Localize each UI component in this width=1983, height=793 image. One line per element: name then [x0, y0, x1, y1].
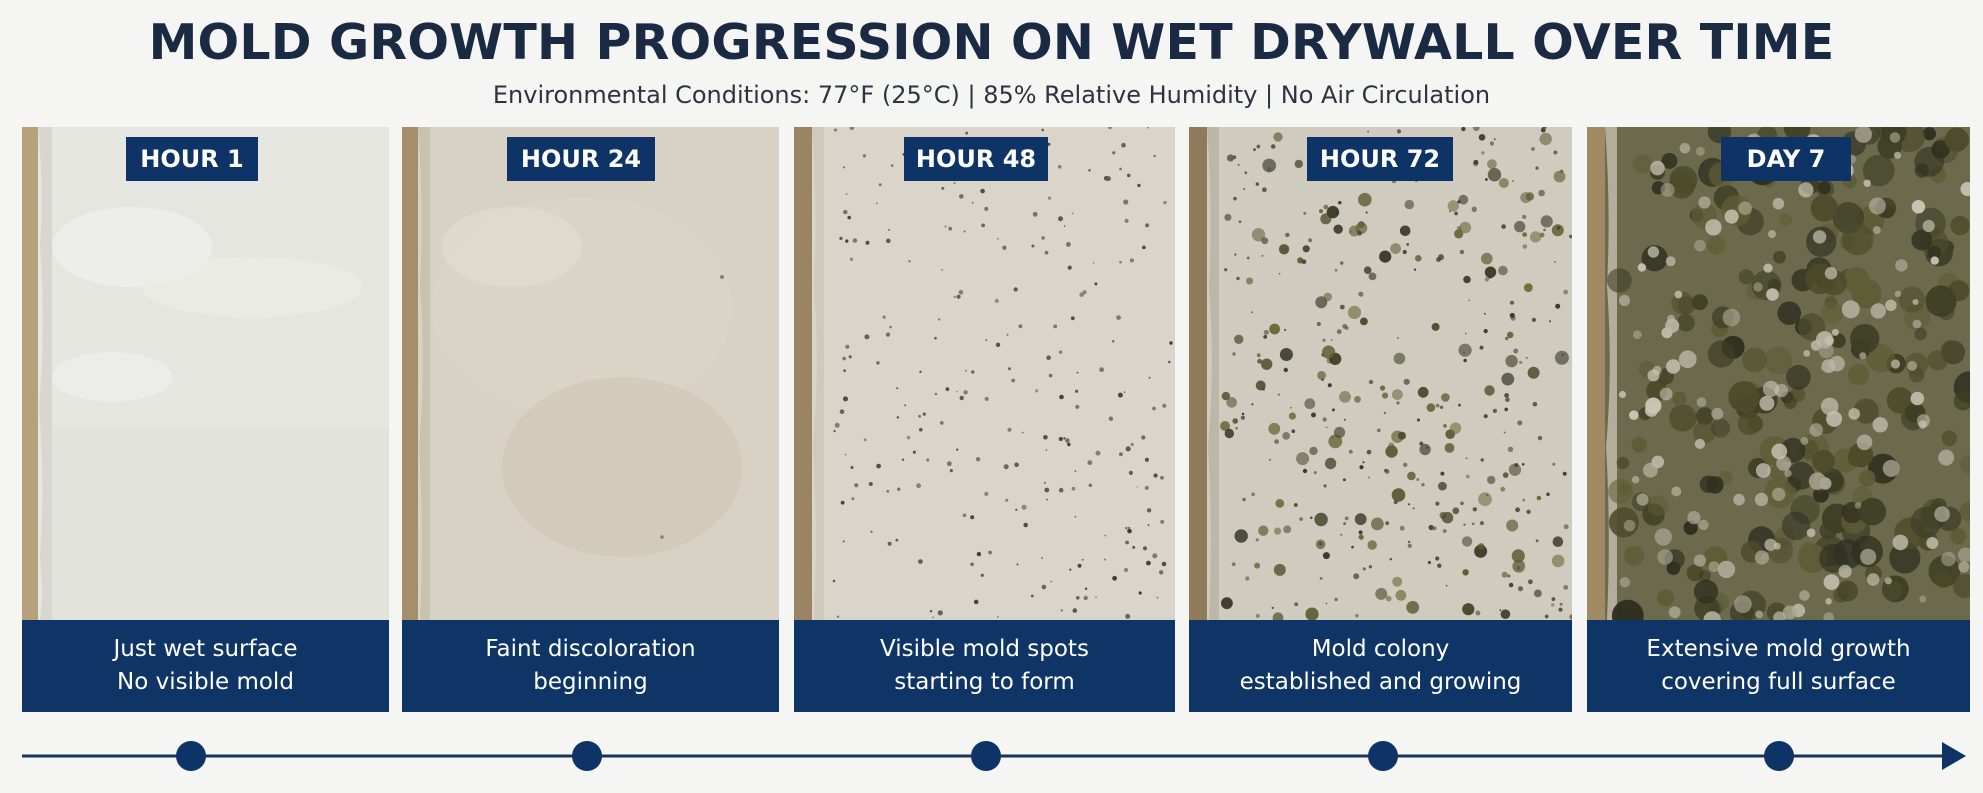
- timeline-marker-hour-72: [1368, 741, 1398, 771]
- caption-line-1: Just wet surface: [113, 636, 298, 662]
- caption-line-2: starting to form: [894, 669, 1075, 695]
- caption-line-2: beginning: [533, 669, 648, 695]
- time-badge: HOUR 72: [1307, 137, 1453, 181]
- page-title: MOLD GROWTH PROGRESSION ON WET DRYWALL O…: [148, 14, 1835, 71]
- caption: Extensive mold growth covering full surf…: [1587, 620, 1970, 712]
- drywall-photo-hour-24: [402, 127, 779, 620]
- drywall-photo-hour-72: [1189, 127, 1572, 620]
- drywall-photo-day-7: [1587, 127, 1970, 620]
- panel-hour-1: HOUR 1 Just wet surface No visible mold: [22, 127, 389, 712]
- time-badge: DAY 7: [1721, 137, 1851, 181]
- timeline-arrowhead: [1942, 742, 1966, 770]
- caption-line-1: Faint discoloration: [485, 636, 696, 662]
- drywall-photo-hour-1: [22, 127, 389, 620]
- drywall-photo-hour-48: [794, 127, 1175, 620]
- timeline: [0, 736, 1983, 776]
- caption: Visible mold spots starting to form: [794, 620, 1175, 712]
- caption-line-2: established and growing: [1239, 669, 1522, 695]
- caption-line-2: covering full surface: [1661, 669, 1896, 695]
- caption-line-2: No visible mold: [117, 669, 294, 695]
- page-subtitle: Environmental Conditions: 77°F (25°C) | …: [492, 81, 1491, 109]
- panel-hour-72: HOUR 72 Mold colony established and grow…: [1189, 127, 1572, 712]
- caption-line-1: Extensive mold growth: [1646, 636, 1911, 662]
- caption: Just wet surface No visible mold: [22, 620, 389, 712]
- timeline-marker-hour-24: [572, 741, 602, 771]
- time-badge: HOUR 1: [126, 137, 258, 181]
- timeline-marker-hour-48: [971, 741, 1001, 771]
- caption-line-1: Visible mold spots: [880, 636, 1089, 662]
- panel-hour-24: HOUR 24 Faint discoloration beginning: [402, 127, 779, 712]
- time-badge: HOUR 48: [904, 137, 1048, 181]
- caption: Mold colony established and growing: [1189, 620, 1572, 712]
- timeline-marker-day-7: [1764, 741, 1794, 771]
- panel-hour-48: HOUR 48 Visible mold spots starting to f…: [794, 127, 1175, 712]
- panel-day-7: DAY 7 Extensive mold growth covering ful…: [1587, 127, 1970, 712]
- caption: Faint discoloration beginning: [402, 620, 779, 712]
- caption-line-1: Mold colony: [1311, 636, 1450, 662]
- timeline-marker-hour-1: [176, 741, 206, 771]
- time-badge: HOUR 24: [507, 137, 655, 181]
